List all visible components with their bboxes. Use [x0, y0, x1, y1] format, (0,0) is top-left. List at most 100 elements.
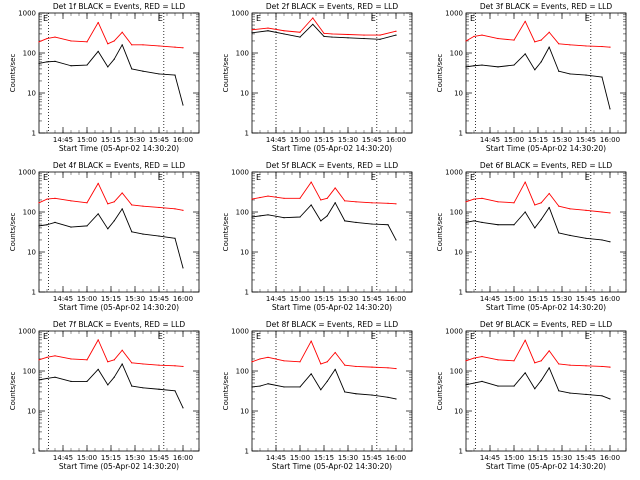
x-tick-label: 15:00	[77, 295, 97, 303]
data-point-lld	[38, 202, 40, 204]
data-point-events	[558, 232, 560, 234]
y-axis-label: Counts/sec	[9, 372, 17, 411]
x-tick-label: 15:45	[149, 295, 169, 303]
marker-label: E	[256, 332, 261, 341]
series-line-events	[251, 202, 397, 241]
data-point-events	[259, 385, 261, 387]
data-point-events	[331, 36, 333, 38]
data-point-events	[113, 58, 115, 60]
data-point-lld	[558, 43, 560, 45]
x-tick-label: 15:45	[149, 454, 169, 462]
data-point-lld	[107, 361, 109, 363]
data-point-events	[558, 390, 560, 392]
y-axis-label: Counts/sec	[222, 213, 230, 252]
series-line-lld	[38, 339, 184, 367]
data-point-events	[481, 380, 483, 382]
y-tick-label: 1000	[445, 328, 463, 336]
data-point-events	[465, 66, 467, 68]
x-tick-label: 16:00	[386, 454, 406, 462]
data-point-events	[601, 395, 603, 397]
y-tick-label: 10	[454, 408, 463, 416]
data-point-lld	[38, 359, 40, 361]
data-point-lld	[259, 358, 261, 360]
data-point-lld	[174, 365, 176, 367]
data-point-events	[558, 70, 560, 72]
x-tick-label: 14:45	[480, 136, 500, 144]
x-tick-label: 15:45	[362, 454, 382, 462]
data-point-lld	[158, 364, 160, 366]
x-tick-label: 16:00	[173, 295, 193, 303]
data-point-lld	[585, 365, 587, 367]
marker-label: E	[470, 173, 475, 182]
data-point-events	[347, 37, 349, 39]
data-point-lld	[540, 202, 542, 204]
x-tick-label: 15:45	[362, 136, 382, 144]
data-point-events	[334, 368, 336, 370]
data-point-lld	[121, 349, 123, 351]
data-point-events	[267, 383, 269, 385]
data-point-lld	[86, 41, 88, 43]
y-tick-label: 100	[23, 50, 36, 58]
data-point-events	[497, 66, 499, 68]
data-point-events	[259, 215, 261, 217]
series-line-lld	[38, 182, 184, 211]
series-line-events	[251, 23, 397, 40]
data-point-events	[513, 385, 515, 387]
detector-panel-5: Det 5f BLACK = Events, RED = LLD 1 10 100 10…	[222, 161, 413, 312]
data-point-events	[97, 368, 99, 370]
data-point-events	[513, 224, 515, 226]
data-point-events	[497, 224, 499, 226]
x-tick-label: 15:00	[290, 295, 310, 303]
data-point-lld	[267, 27, 269, 29]
data-point-events	[609, 241, 611, 243]
data-point-events	[70, 65, 72, 67]
data-point-events	[601, 239, 603, 241]
data-point-events	[395, 34, 397, 36]
plot-frame	[465, 12, 627, 134]
y-tick-label: 1	[245, 130, 249, 138]
y-axis-label: Counts/sec	[9, 213, 17, 252]
data-point-events	[355, 393, 357, 395]
series-line-lld	[38, 22, 184, 49]
y-tick-label: 1	[459, 130, 463, 138]
data-point-events	[142, 70, 144, 72]
data-point-events	[465, 384, 467, 386]
data-point-lld	[113, 201, 115, 203]
data-point-events	[251, 32, 253, 34]
data-point-lld	[465, 360, 467, 362]
x-tick-label: 16:00	[386, 136, 406, 144]
data-point-events	[251, 216, 253, 218]
y-axis-label: Counts/sec	[436, 372, 444, 411]
data-point-lld	[113, 40, 115, 42]
data-point-events	[283, 33, 285, 35]
data-point-lld	[481, 355, 483, 358]
data-point-events	[38, 379, 40, 381]
y-tick-label: 100	[23, 368, 36, 376]
data-point-events	[174, 390, 176, 392]
data-point-events	[609, 108, 611, 110]
y-tick-label: 1000	[231, 169, 249, 177]
x-tick-label: 15:30	[125, 136, 145, 144]
data-point-events	[395, 239, 397, 241]
marker-label: E	[158, 173, 163, 182]
detector-panel-6: Det 6f BLACK = Events, RED = LLD 1 10 100 10…	[436, 161, 627, 312]
y-tick-label: 1000	[231, 328, 249, 336]
data-point-events	[299, 386, 301, 388]
x-axis-label: Start Time (05-Apr-02 14:30:20)	[59, 462, 179, 471]
data-point-events	[131, 385, 133, 387]
y-axis-label: Counts/sec	[436, 213, 444, 252]
data-point-events	[387, 396, 389, 398]
data-point-lld	[182, 365, 184, 368]
data-point-lld	[395, 367, 397, 370]
x-tick-label: 15:00	[77, 454, 97, 462]
panel-title: Det 4f BLACK = Events, RED = LLD	[53, 161, 186, 170]
x-tick-label: 16:00	[600, 295, 620, 303]
x-axis-label: Start Time (05-Apr-02 14:30:20)	[486, 144, 606, 153]
data-point-lld	[121, 192, 123, 194]
marker-label: E	[470, 14, 475, 23]
data-point-lld	[473, 35, 475, 38]
data-point-lld	[465, 40, 467, 42]
marker-label: E	[585, 173, 590, 182]
data-point-lld	[142, 205, 144, 207]
data-point-lld	[131, 204, 133, 206]
